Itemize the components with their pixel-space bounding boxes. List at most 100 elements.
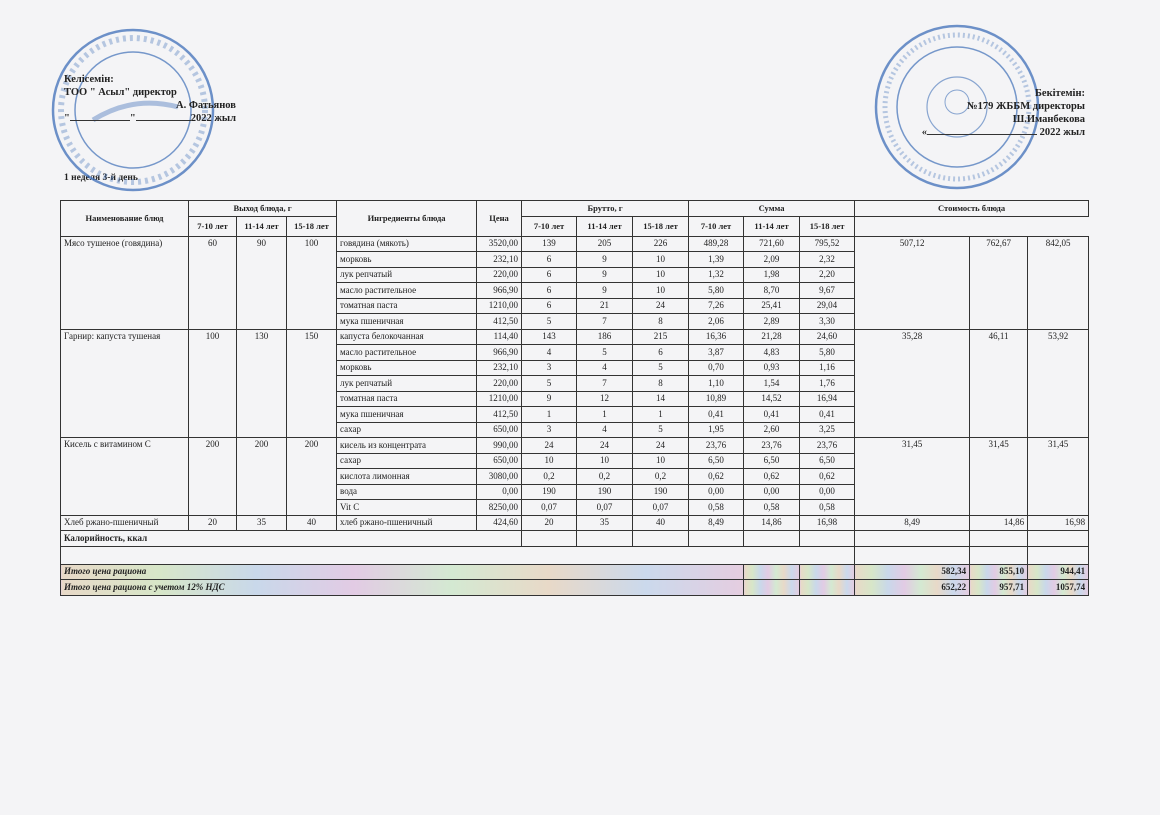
table-row: масло растительное 966,90 6 9 10 5,80 8,70 9,67 bbox=[61, 282, 1089, 299]
approval-signer: А. Фатьянов bbox=[176, 100, 236, 111]
ingredient-sum: 2,06 bbox=[688, 313, 745, 330]
total-value: 652,22 bbox=[854, 579, 971, 596]
ingredient-sum: 1,16 bbox=[799, 359, 856, 376]
ingredient-sum: 1,54 bbox=[743, 375, 801, 392]
header-age: 11-14 лет bbox=[576, 215, 634, 237]
ingredient-brutto: 10 bbox=[632, 282, 690, 299]
ingredient-sum: 0,00 bbox=[688, 483, 745, 500]
dish-output: 90 bbox=[236, 235, 287, 330]
table-row: морковь 232,10 3 4 5 0,70 0,93 1,16 bbox=[61, 359, 1089, 376]
ingredient-brutto: 1 bbox=[632, 406, 690, 423]
table-row: Хлеб ржано-пшеничный 20 35 40 хлеб ржано-пше… bbox=[60, 514, 1090, 531]
ingredient-brutto: 0,2 bbox=[632, 468, 690, 485]
ingredient-brutto: 0,07 bbox=[521, 499, 578, 516]
approval-position: ТОО " Асыл" директор bbox=[64, 87, 177, 98]
ingredient-brutto: 40 bbox=[632, 514, 690, 531]
ingredient-name: томатная паста bbox=[336, 390, 478, 407]
ingredient-brutto: 190 bbox=[521, 483, 578, 500]
ingredient-brutto: 6 bbox=[521, 266, 578, 283]
ingredient-sum: 0,41 bbox=[799, 406, 856, 423]
ingredient-sum: 1,32 bbox=[688, 266, 745, 283]
calories-cell bbox=[799, 530, 856, 547]
approval-title: Бекітемін: bbox=[1034, 88, 1085, 99]
ingredient-brutto: 9 bbox=[576, 251, 634, 268]
ingredient-brutto: 21 bbox=[576, 297, 634, 314]
header-age: 15-18 лет bbox=[799, 215, 856, 237]
ingredient-brutto: 186 bbox=[576, 328, 634, 345]
dish-output: 40 bbox=[285, 514, 338, 531]
dish-output: 200 bbox=[188, 437, 237, 516]
ingredient-sum: 9,67 bbox=[799, 282, 856, 299]
ingredient-sum: 2,89 bbox=[743, 313, 801, 330]
right-stamp bbox=[874, 24, 1040, 190]
table-row: лук репчатый 220,00 5 7 8 1,10 1,54 1,76 bbox=[61, 375, 1089, 392]
ingredient-price: 8250,00 bbox=[476, 499, 523, 516]
ingredient-brutto: 205 bbox=[576, 235, 634, 252]
ingredient-sum: 795,52 bbox=[799, 235, 856, 252]
ingredient-sum: 0,62 bbox=[743, 468, 801, 485]
ingredient-brutto: 7 bbox=[576, 375, 634, 392]
ingredient-brutto: 10 bbox=[632, 452, 690, 469]
ingredient-sum: 21,28 bbox=[743, 328, 801, 345]
table-row: мука пшеничная 412,50 1 1 1 0,41 0,41 0,41 bbox=[61, 406, 1089, 423]
ingredient-name: сахар bbox=[336, 452, 478, 469]
table-row: морковь 232,10 6 9 10 1,39 2,09 2,32 bbox=[61, 251, 1089, 268]
ingredient-price: 424,60 bbox=[476, 514, 523, 531]
ingredient-price: 232,10 bbox=[476, 251, 523, 268]
ingredient-name: мука пшеничная bbox=[336, 406, 478, 423]
ingredient-sum: 0,58 bbox=[743, 499, 801, 516]
ingredient-price: 114,40 bbox=[476, 328, 523, 345]
ingredient-name: сахар bbox=[336, 421, 478, 438]
ingredient-price: 650,00 bbox=[476, 421, 523, 438]
header-age: 11-14 лет bbox=[743, 215, 801, 237]
dish-name: Мясо тушеное (говядина) bbox=[60, 235, 189, 330]
total-value: 1057,74 bbox=[1027, 579, 1090, 596]
dish-output: 200 bbox=[285, 437, 338, 516]
ingredient-sum: 25,41 bbox=[743, 297, 801, 314]
calories-cell bbox=[969, 530, 1029, 547]
ingredient-price: 3520,00 bbox=[476, 235, 523, 252]
ingredient-brutto: 4 bbox=[576, 421, 634, 438]
dish-cost: 8,49 bbox=[854, 514, 971, 531]
header-age: 7-10 лет bbox=[521, 215, 578, 237]
ingredient-name: кисель из концентрата bbox=[336, 437, 478, 454]
calories-cell bbox=[743, 530, 801, 547]
ingredient-brutto: 4 bbox=[576, 359, 634, 376]
dish-output: 200 bbox=[236, 437, 287, 516]
table-row: Кисель с витамином С 200 200 200 кисель из к… bbox=[60, 437, 1090, 516]
ingredient-brutto: 7 bbox=[576, 313, 634, 330]
dish-output: 35 bbox=[236, 514, 287, 531]
ingredient-sum: 14,86 bbox=[743, 514, 801, 531]
ingredient-name: мука пшеничная bbox=[336, 313, 478, 330]
total-label: Итого цена рациона с учетом 12% НДС bbox=[59, 579, 745, 596]
ingredient-brutto: 6 bbox=[521, 282, 578, 299]
ingredient-brutto: 35 bbox=[576, 514, 634, 531]
ingredient-sum: 0,58 bbox=[799, 499, 856, 516]
ingredient-brutto: 0,07 bbox=[632, 499, 690, 516]
ingredient-sum: 23,76 bbox=[799, 437, 856, 454]
ingredient-name: морковь bbox=[336, 251, 478, 268]
ingredient-name: кислота лимонная bbox=[336, 468, 478, 485]
total-value: 582,34 bbox=[854, 563, 971, 580]
header-age: 7-10 лет bbox=[188, 215, 237, 237]
ingredient-sum: 4,83 bbox=[743, 344, 801, 361]
date-quote: « bbox=[921, 127, 928, 138]
ingredient-brutto: 8 bbox=[632, 375, 690, 392]
header-brutto: Брутто, г bbox=[521, 200, 690, 217]
total-blank bbox=[799, 579, 856, 596]
dish-cost: 31,45 bbox=[1027, 437, 1090, 516]
blank-cell bbox=[1027, 545, 1090, 565]
ingredient-sum: 0,00 bbox=[743, 483, 801, 500]
header-price: Цена bbox=[476, 200, 523, 237]
total-row: Итого цена рациона с учетом 12% НДС 652,2… bbox=[59, 579, 1090, 596]
ingredient-price: 3080,00 bbox=[476, 468, 523, 485]
approval-block-left: Келісемін: ТОО " Асыл" директор А. Фатья… bbox=[64, 73, 236, 125]
ingredient-sum: 0,58 bbox=[688, 499, 745, 516]
dish-name: Хлеб ржано-пшеничный bbox=[60, 514, 189, 531]
ingredient-sum: 29,04 bbox=[799, 297, 856, 314]
ingredient-brutto: 5 bbox=[632, 359, 690, 376]
ingredient-brutto: 9 bbox=[576, 266, 634, 283]
approval-position: №179 ЖББМ директоры bbox=[967, 101, 1085, 112]
dish-cost: 762,67 bbox=[969, 235, 1029, 330]
ingredient-sum: 2,60 bbox=[743, 421, 801, 438]
